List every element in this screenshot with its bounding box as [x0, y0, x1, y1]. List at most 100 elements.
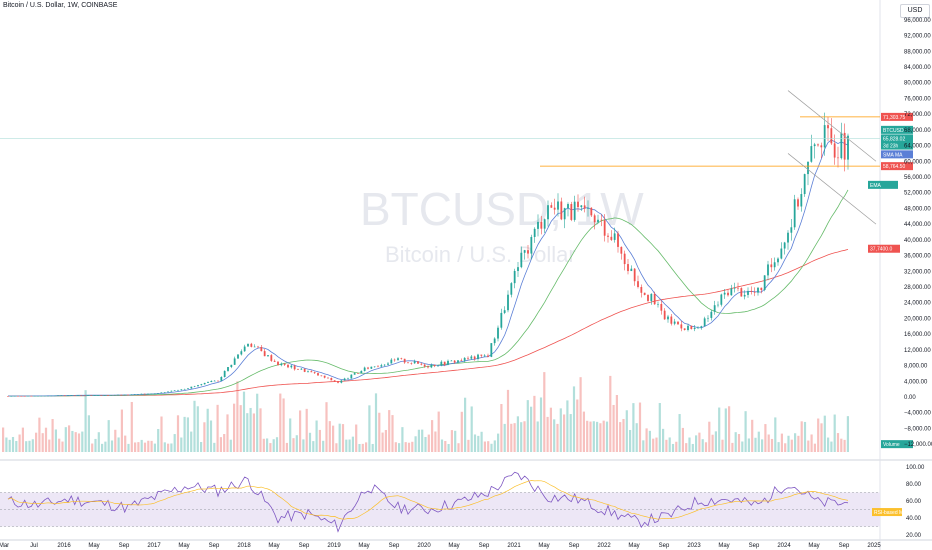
candle-body: [443, 361, 446, 365]
volume-bar: [490, 443, 493, 452]
price-axis-label: 80,000.00: [904, 81, 931, 87]
volume-bar: [747, 438, 750, 452]
volume-bar: [246, 413, 249, 452]
volume-bar: [827, 437, 830, 452]
price-tag-bg: [881, 125, 913, 134]
candle-body: [327, 377, 329, 379]
volume-bar: [266, 438, 269, 452]
volume-bar: [592, 421, 595, 452]
price-axis-label: 32,000.00: [904, 269, 931, 275]
candle-body: [777, 258, 779, 263]
currency-button[interactable]: USD: [900, 4, 930, 18]
candle-body: [593, 215, 596, 223]
volume-bar: [81, 431, 84, 452]
price-tag: 58,764.50: [881, 162, 913, 171]
candle-body: [810, 146, 813, 162]
candle-body: [490, 343, 493, 357]
candle-body: [773, 262, 776, 268]
price-axis-label: 64,000.00: [904, 144, 931, 150]
volume-bar: [579, 377, 582, 452]
volume-bar: [563, 414, 566, 452]
volume-bar: [546, 416, 549, 452]
candle-body: [223, 370, 226, 378]
candle-body: [690, 325, 693, 330]
candle-body: [153, 393, 156, 395]
volume-bar: [688, 437, 691, 452]
price-tag-text: 37,7400.0: [870, 247, 892, 253]
candle-body: [403, 358, 406, 363]
candle-body: [170, 390, 173, 392]
volume-bar: [384, 429, 387, 452]
time-axis-label: May: [358, 543, 369, 549]
volume-bar: [374, 393, 378, 452]
volume-bar: [731, 442, 734, 452]
volume-bar: [110, 440, 114, 452]
volume-bar: [282, 398, 285, 452]
volume-bar: [559, 408, 562, 452]
volume-bar: [820, 423, 823, 452]
volume-bar: [259, 408, 262, 452]
volume-bar: [305, 408, 308, 452]
candle-body: [527, 250, 529, 254]
candle-body: [603, 220, 606, 236]
volume-bar: [58, 438, 61, 452]
volume-bar: [655, 437, 658, 452]
candle-body: [140, 393, 143, 395]
price-axis-label: 56,000.00: [904, 175, 931, 181]
candle-body: [670, 316, 673, 324]
volume-bar: [325, 402, 328, 452]
candle-body: [607, 235, 609, 237]
time-axis-label: Sep: [119, 543, 130, 549]
candle-body: [510, 283, 513, 295]
volume-bar: [163, 442, 166, 452]
volume-bar: [421, 429, 424, 452]
volume-bar: [15, 440, 18, 452]
candle-body: [73, 395, 76, 396]
volume-bar: [262, 438, 265, 452]
volume-bar: [754, 437, 757, 452]
candle-body: [770, 264, 773, 268]
volume-bar: [176, 415, 180, 452]
volume-bar: [318, 429, 321, 452]
candle-body: [533, 228, 536, 237]
candle-body: [790, 227, 793, 233]
price-axis-label: 24,000.00: [904, 301, 931, 307]
volume-bar: [797, 435, 800, 452]
volume-bar: [473, 434, 477, 452]
volume-bar: [840, 438, 843, 452]
volume-bar: [549, 407, 552, 452]
price-axis-label: 40,000.00: [904, 238, 931, 244]
candle-body: [87, 395, 89, 396]
volume-bar: [582, 411, 585, 452]
candle-body: [210, 380, 213, 383]
candle-body: [427, 366, 429, 368]
volume-bar: [497, 433, 500, 452]
volume-bar: [134, 442, 137, 452]
volume-bar: [431, 420, 434, 452]
volume-bar: [734, 432, 737, 452]
time-axis-label: Sep: [479, 543, 490, 549]
candle-body: [43, 395, 46, 397]
volume-bar: [219, 437, 222, 452]
volume-bar: [843, 439, 846, 452]
volume-bar: [378, 412, 381, 452]
volume-bar: [140, 439, 143, 452]
candle-body: [697, 327, 699, 329]
candle-body: [440, 361, 443, 366]
volume-bar: [173, 434, 176, 452]
candle-body: [207, 382, 209, 383]
volume-bar: [741, 441, 744, 452]
candle-body: [97, 395, 99, 396]
volume-bar: [566, 400, 569, 452]
volume-bar: [464, 397, 467, 452]
volume-bar: [365, 442, 368, 452]
volume-bar: [107, 420, 110, 452]
candle-body: [727, 292, 729, 296]
price-tag-text: 65,828.02: [883, 136, 905, 142]
volume-bar: [556, 423, 559, 452]
rsi-ma-line: [7, 480, 849, 520]
candle-body: [183, 388, 186, 390]
time-axis-label: May: [448, 543, 459, 549]
candle-body: [610, 236, 613, 240]
